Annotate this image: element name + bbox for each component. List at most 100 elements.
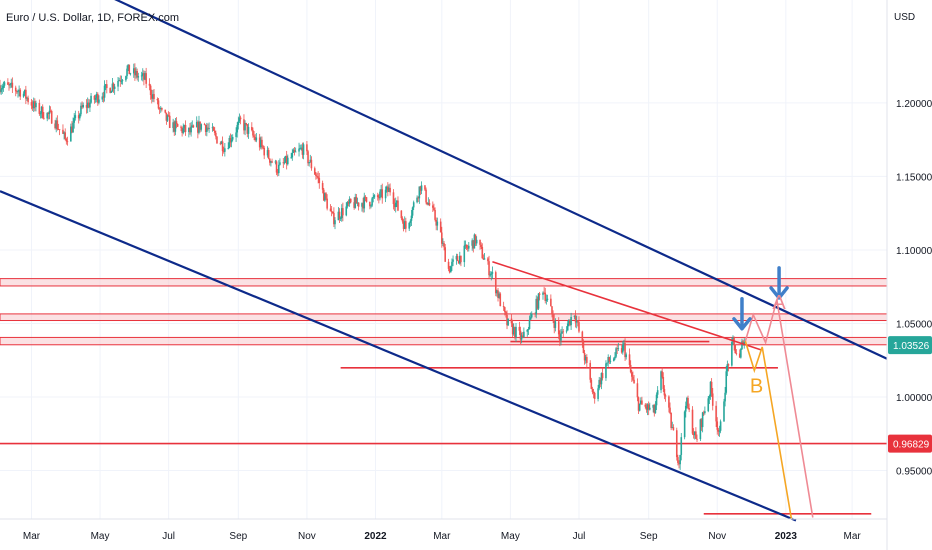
candle-body (450, 266, 452, 273)
candle-body (126, 68, 128, 77)
arrow-down-icon (769, 266, 789, 300)
candle-body (111, 83, 114, 92)
candle-body (479, 239, 481, 245)
candle-body (625, 354, 627, 358)
candle-body (655, 394, 658, 406)
candle-body (668, 396, 670, 408)
descending-channel (0, 0, 888, 522)
candle-body (211, 127, 214, 129)
candle-body (62, 129, 64, 134)
candle-body (701, 412, 704, 428)
candle-body (497, 290, 499, 298)
candle-body (282, 162, 285, 164)
candle-body (660, 371, 662, 391)
candle-body (702, 412, 705, 414)
candle-body (427, 202, 430, 205)
candle-body (715, 405, 717, 422)
candle-body (23, 89, 26, 94)
candle-body (629, 364, 632, 373)
candle-body (203, 124, 206, 125)
candle-body (137, 76, 140, 78)
candle-body (326, 198, 328, 209)
candle-body (575, 321, 578, 323)
candle-body (293, 150, 296, 152)
candle-body (537, 293, 540, 309)
candle-body (58, 129, 61, 131)
candle-body (641, 400, 643, 405)
grid (0, 0, 887, 519)
candle-body (669, 407, 671, 414)
price-label-red: 0.96829 (888, 434, 932, 453)
candle-body (73, 118, 75, 123)
candle-body (38, 102, 41, 114)
candle-body (672, 427, 675, 431)
candle-body (369, 201, 371, 207)
candle-body (246, 124, 249, 134)
candle-body (464, 244, 467, 246)
candle-body (683, 411, 686, 438)
candle-body (128, 64, 131, 75)
candle-body (159, 108, 162, 109)
candle-body (557, 321, 560, 335)
candle-body (489, 274, 491, 276)
candle-body (607, 357, 609, 363)
candle-body (306, 144, 308, 152)
candle-body (317, 176, 319, 178)
candle-body (118, 80, 120, 82)
candle-body (475, 239, 478, 244)
candle-body (452, 259, 454, 262)
candle-body (444, 247, 446, 262)
candle-body (472, 240, 475, 249)
candle-body (686, 397, 688, 406)
candle-body (653, 405, 656, 414)
candle-body (441, 232, 443, 244)
candle-body (81, 105, 83, 108)
candle-body (292, 150, 295, 153)
time-tick-label: Sep (640, 531, 658, 542)
candle-body (50, 111, 53, 124)
candle-body (278, 164, 280, 174)
candle-body (622, 344, 624, 353)
candle-body (599, 379, 602, 385)
candle-body (245, 123, 248, 125)
candle-body (709, 381, 712, 397)
candle-body (518, 326, 521, 331)
candle-body (426, 202, 428, 205)
price-label-bg (888, 336, 932, 355)
candle-body (411, 207, 414, 216)
candle-body (591, 388, 594, 393)
candle-body (291, 152, 294, 158)
candle-body (260, 139, 262, 148)
candle-body (565, 330, 568, 332)
candle-body (442, 243, 444, 244)
candle-body (329, 208, 332, 212)
candle-body (77, 115, 80, 119)
wave-label-b: B (750, 376, 763, 398)
candle-body (166, 115, 169, 121)
candle-body (66, 141, 69, 143)
candle-body (143, 73, 145, 80)
candle-body (180, 126, 182, 128)
candle-body (535, 298, 538, 315)
candle-body (519, 330, 522, 340)
candle-body (582, 342, 585, 353)
candle-body (465, 244, 468, 248)
candle-body (11, 82, 14, 88)
time-axis[interactable]: Mar May Jul Sep Nov 2022 Mar May Jul Sep Nov 2023 Ma… (23, 531, 862, 542)
candle-body (403, 221, 406, 229)
price-label-text: 0.96829 (893, 440, 930, 451)
time-tick-label: Nov (298, 531, 316, 542)
candle-body (679, 454, 681, 465)
projection-path-orange (744, 340, 793, 520)
candle-body (432, 205, 434, 208)
candle-body (379, 191, 381, 199)
candle-body (199, 121, 201, 130)
price-axis[interactable]: 1.20000 1.15000 1.10000 1.05000 1.00000 0.950… (888, 99, 932, 478)
candle-body (474, 234, 477, 244)
candle-body (687, 397, 689, 409)
candle-body (463, 245, 466, 263)
candle-body (543, 292, 545, 294)
candle-body (654, 405, 657, 414)
candle-body (43, 117, 45, 119)
